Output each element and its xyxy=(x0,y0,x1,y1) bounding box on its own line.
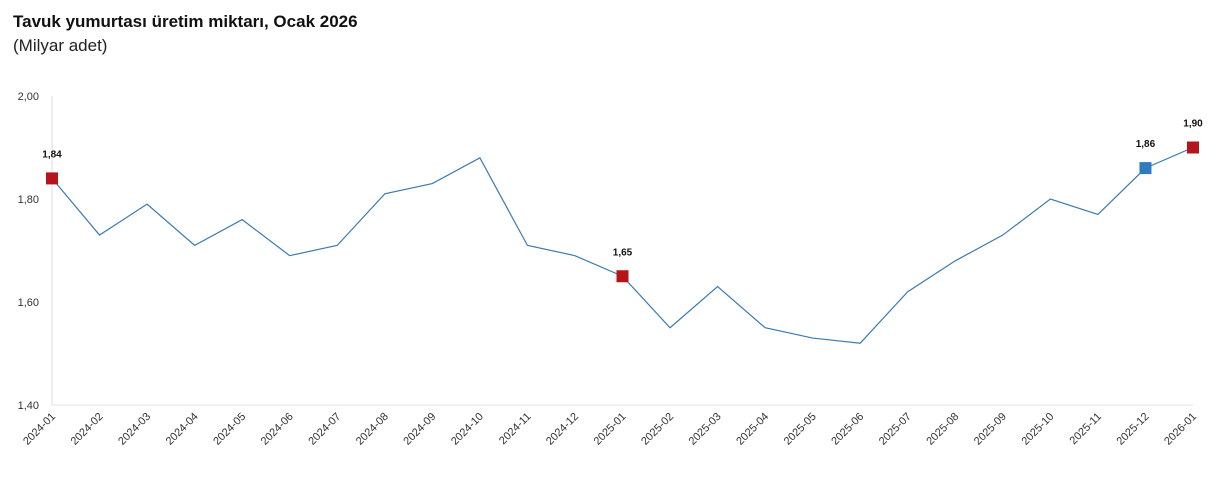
x-tick-label: 2025-03 xyxy=(687,411,724,448)
x-tick-label: 2024-10 xyxy=(449,411,486,448)
data-label: 1,90 xyxy=(1183,119,1203,130)
data-point-marker xyxy=(46,172,58,185)
x-tick-label: 2025-04 xyxy=(734,411,771,448)
x-tick-label: 2025-02 xyxy=(639,411,676,448)
x-tick-label: 2024-11 xyxy=(497,411,533,447)
y-tick-label: 1,80 xyxy=(18,194,39,206)
x-tick-label: 2025-09 xyxy=(972,411,1009,448)
data-label: 1,65 xyxy=(613,247,633,258)
x-tick-label: 2025-01 xyxy=(592,411,629,448)
y-tick-label: 2,00 xyxy=(18,91,39,103)
data-label: 1,86 xyxy=(1136,139,1156,150)
x-tick-label: 2024-05 xyxy=(211,411,248,448)
x-tick-label: 2024-09 xyxy=(401,411,438,448)
x-tick-label: 2024-07 xyxy=(306,411,343,448)
x-tick-label: 2025-08 xyxy=(924,411,961,448)
x-tick-label: 2025-10 xyxy=(1019,411,1056,448)
x-tick-label: 2024-03 xyxy=(116,411,153,448)
data-point-marker xyxy=(1139,162,1152,175)
x-tick-label: 2024-04 xyxy=(164,411,201,448)
y-tick-label: 1,40 xyxy=(18,400,39,412)
x-tick-label: 2025-11 xyxy=(1068,411,1104,447)
x-tick-label: 2026-01 xyxy=(1162,411,1199,448)
chart-subtitle: (Milyar adet) xyxy=(13,36,108,55)
x-tick-label: 2024-01 xyxy=(21,411,58,448)
x-tick-label: 2024-08 xyxy=(354,411,391,448)
data-label: 1,84 xyxy=(42,149,62,160)
x-tick-label: 2024-02 xyxy=(69,411,106,448)
x-tick-label: 2025-07 xyxy=(877,411,914,448)
chart-title: Tavuk yumurtası üretim miktarı, Ocak 202… xyxy=(13,12,358,31)
x-tick-label: 2025-05 xyxy=(782,411,819,448)
x-tick-label: 2025-06 xyxy=(829,411,866,448)
data-point-marker xyxy=(1187,141,1199,154)
x-tick-label: 2024-06 xyxy=(259,411,296,448)
x-tick-label: 2025-12 xyxy=(1115,411,1152,448)
series-line xyxy=(51,146,1194,344)
y-tick-label: 1,60 xyxy=(18,297,39,309)
x-tick-label: 2024-12 xyxy=(544,411,581,448)
data-point-marker xyxy=(616,270,629,283)
